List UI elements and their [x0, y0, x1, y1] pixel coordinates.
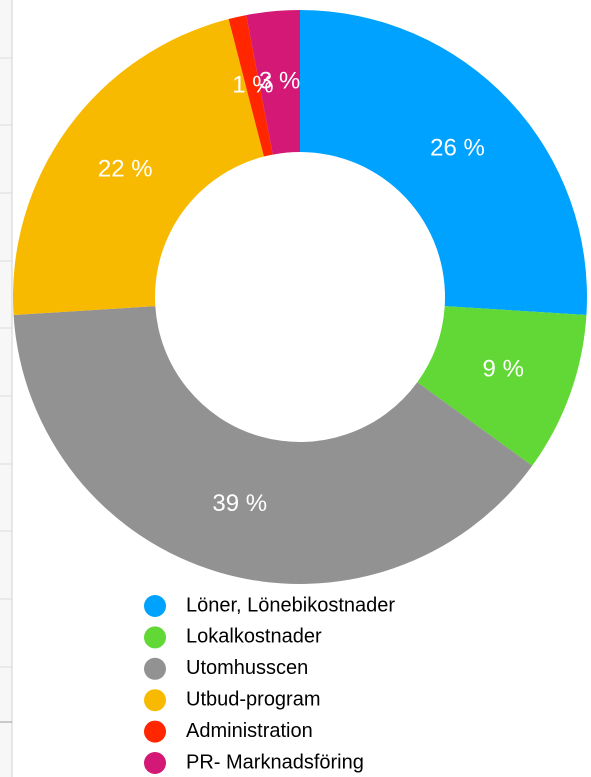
sheet-edge — [0, 0, 13, 777]
value-label: 3 % — [259, 67, 300, 94]
legend-swatch — [144, 595, 166, 617]
donut-slice — [228, 15, 273, 157]
legend-label: Löner, Lönebikostnader — [186, 594, 395, 616]
legend-swatch — [144, 689, 166, 712]
sheet-strip — [0, 0, 12, 777]
legend-label: Utomhusscen — [186, 657, 308, 679]
value-label: 39 % — [212, 490, 267, 517]
donut-slice — [417, 306, 587, 466]
donut-slice — [12, 19, 264, 316]
donut-slice — [13, 306, 533, 584]
value-label: 1 % — [232, 72, 273, 99]
donut-slice — [300, 10, 587, 316]
legend-label: PR- Marknadsföring — [186, 751, 364, 773]
legend-label: Administration — [186, 720, 313, 742]
legend-swatch — [144, 752, 166, 774]
legend-label: Lokalkostnader — [186, 626, 322, 648]
value-label: 26 % — [430, 134, 485, 161]
legend-swatch — [144, 720, 166, 743]
value-label: 22 % — [98, 155, 153, 182]
legend-label: Utbud-program — [186, 688, 321, 710]
legend-swatch — [144, 657, 166, 680]
legend-swatch — [144, 626, 166, 649]
donut-slice — [246, 10, 300, 155]
value-label: 9 % — [483, 356, 524, 383]
